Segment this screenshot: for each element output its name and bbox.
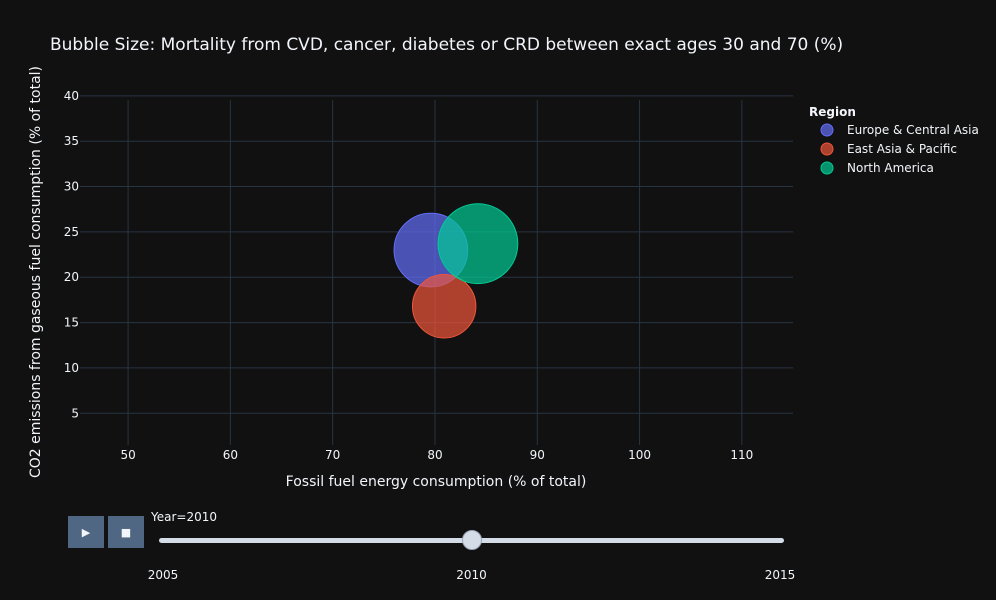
- y-axis-ticks: 5 10 15 20 25 30 35 40: [64, 89, 79, 420]
- x-axis-ticks: 50 60 70 80 90 100 110: [120, 448, 753, 462]
- x-tick-label: 50: [120, 448, 135, 462]
- x-tick-label: 90: [530, 448, 545, 462]
- legend-marker[interactable]: [820, 123, 834, 137]
- x-tick-label: 100: [628, 448, 651, 462]
- legend-item-label[interactable]: Europe & Central Asia: [847, 123, 979, 137]
- bubble-layer: [393, 203, 519, 339]
- y-tick-label: 35: [64, 134, 79, 148]
- slider-tick-label: 2010: [456, 568, 487, 582]
- legend-marker[interactable]: [820, 161, 834, 175]
- y-tick-label: 5: [71, 406, 79, 420]
- grid-lines: [80, 95, 793, 445]
- year-slider-handle[interactable]: [461, 530, 482, 550]
- y-tick-label: 25: [64, 225, 79, 239]
- animation-controls: ▶ ■: [68, 516, 144, 548]
- x-tick-label: 70: [325, 448, 340, 462]
- y-tick-label: 15: [64, 316, 79, 330]
- bubble-north-america[interactable]: [437, 203, 519, 285]
- stop-button[interactable]: ■: [108, 516, 144, 548]
- slider-tick-label: 2005: [147, 568, 179, 582]
- y-tick-label: 20: [64, 270, 79, 284]
- x-tick-label: 80: [427, 448, 442, 462]
- bubble-east-asia-pacific[interactable]: [411, 274, 477, 339]
- y-tick-label: 10: [64, 361, 79, 375]
- legend: Region Europe & Central Asia East Asia & …: [809, 105, 979, 175]
- x-axis-label: Fossil fuel energy consumption (% of tot…: [286, 474, 587, 490]
- chart-title: Bubble Size: Mortality from CVD, cancer,…: [50, 35, 843, 55]
- slider-current-label: Year=2010: [151, 510, 217, 524]
- x-tick-label: 110: [730, 448, 753, 462]
- slider-tick-label: 2015: [764, 568, 796, 582]
- x-tick-label: 60: [223, 448, 238, 462]
- legend-marker[interactable]: [820, 142, 834, 156]
- y-tick-label: 40: [64, 89, 79, 103]
- legend-item-label[interactable]: North America: [847, 161, 934, 175]
- y-tick-label: 30: [64, 180, 79, 194]
- play-button[interactable]: ▶: [68, 516, 104, 548]
- legend-title: Region: [809, 105, 856, 119]
- y-axis-label: CO2 emissions from gaseous fuel consumpt…: [28, 66, 44, 478]
- legend-item-label[interactable]: East Asia & Pacific: [847, 142, 957, 156]
